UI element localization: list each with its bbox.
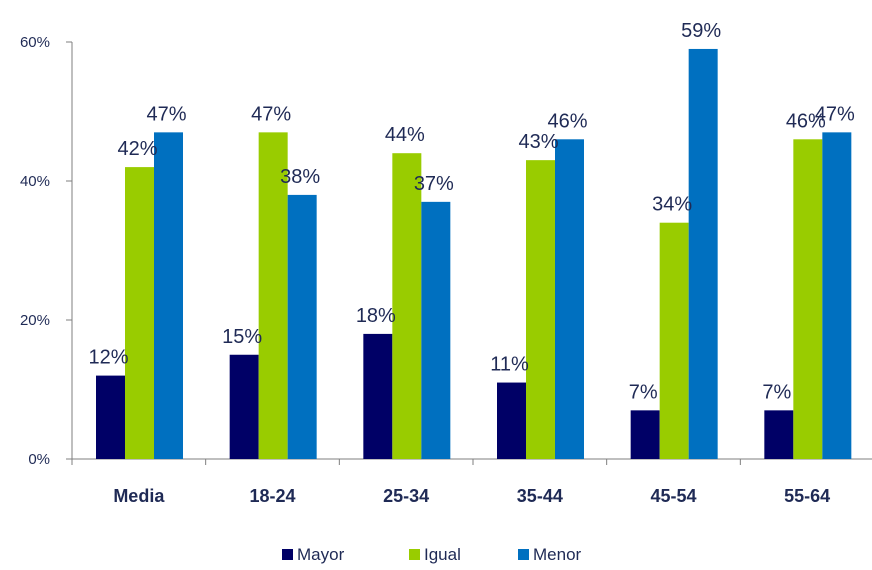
bar-mayor	[764, 410, 794, 459]
bar-menor	[421, 201, 451, 459]
x-axis: Media 18-24 25-34 35-44 45-54 55-64	[71, 458, 872, 506]
bar-igual	[793, 139, 823, 460]
bar-igual	[258, 132, 288, 459]
data-label: 38%	[280, 166, 320, 188]
bar-igual	[125, 167, 154, 459]
bar-mayor	[96, 375, 125, 459]
bar-menor	[688, 48, 718, 459]
data-label: 44%	[385, 124, 425, 146]
data-label: 18%	[356, 305, 396, 327]
x-tick-label: 35-44	[517, 486, 563, 506]
x-tick-label: 45-54	[650, 486, 696, 506]
data-label: 11%	[490, 354, 529, 376]
data-label: 59%	[681, 20, 721, 42]
data-label: 46%	[547, 110, 587, 132]
data-label: 7%	[762, 381, 791, 403]
data-label: 15%	[222, 326, 262, 348]
data-label: 43%	[518, 131, 558, 153]
legend-label: Mayor	[297, 545, 345, 564]
legend-label: Igual	[424, 545, 461, 564]
legend-swatch-menor	[518, 549, 529, 560]
y-tick-label: 60%	[20, 34, 50, 51]
bar-igual	[392, 153, 422, 459]
data-label: 47%	[815, 103, 855, 125]
legend-swatch-igual	[409, 549, 420, 560]
data-label: 47%	[146, 103, 186, 125]
data-label: 47%	[251, 103, 291, 125]
data-label: 7%	[629, 381, 658, 403]
data-label: 12%	[88, 347, 128, 369]
bar-menor	[555, 139, 584, 460]
bar-menor	[154, 132, 183, 459]
bar-mayor	[497, 382, 526, 459]
bars	[96, 48, 852, 460]
legend-swatch-mayor	[282, 549, 293, 560]
bar-mayor	[229, 354, 259, 459]
legend-label: Menor	[533, 545, 582, 564]
data-label: 42%	[117, 138, 157, 160]
bar-menor	[822, 132, 852, 459]
data-label: 34%	[652, 194, 692, 216]
bar-menor	[287, 194, 317, 459]
x-tick-label: 25-34	[383, 486, 429, 506]
data-labels: 12%15%18%11%7% 7%42%47%44% 43%34%46%47%38%…	[88, 20, 855, 403]
y-tick-label: 40%	[20, 173, 50, 190]
legend: Mayor Igual Menor	[282, 545, 582, 564]
y-tick-label: 0%	[28, 451, 50, 468]
bar-mayor	[630, 410, 660, 459]
bar-mayor	[363, 333, 393, 459]
x-tick-label: 18-24	[249, 486, 295, 506]
data-label: 46%	[786, 110, 826, 132]
x-tick-label: Media	[113, 486, 165, 506]
bar-igual	[659, 222, 689, 459]
x-tick-label: 55-64	[784, 486, 830, 506]
bar-igual	[526, 160, 555, 459]
y-tick-label: 20%	[20, 312, 50, 329]
y-axis: 0% 20% 40% 60%	[20, 34, 73, 468]
data-label: 37%	[414, 173, 454, 195]
